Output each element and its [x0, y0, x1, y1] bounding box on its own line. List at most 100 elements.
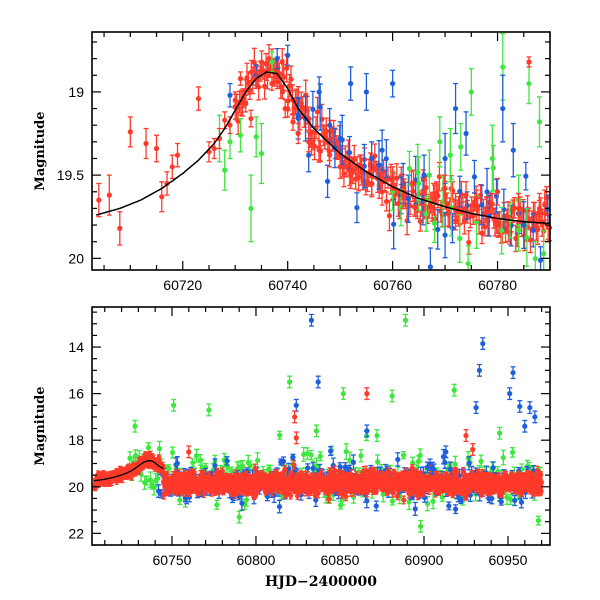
data-point-red [169, 154, 175, 180]
outlier-blue [507, 387, 513, 401]
y-tick-label: 20 [68, 250, 84, 266]
x-tick-label: 60740 [268, 277, 307, 293]
top-data-layer [95, 33, 553, 271]
data-point-green [389, 496, 396, 506]
data-point-red [417, 211, 423, 232]
data-point-red [316, 139, 322, 161]
data-point-blue [463, 111, 469, 156]
data-point-red [274, 74, 280, 90]
data-point-red [279, 84, 286, 100]
data-point-red [353, 168, 359, 190]
data-point-blue [395, 452, 401, 467]
data-point-green [248, 174, 254, 243]
data-point-blue [276, 499, 283, 514]
outlier-red [364, 387, 370, 401]
data-point-blue [337, 121, 343, 156]
data-point-green [526, 62, 532, 105]
outlier-green [313, 424, 320, 438]
data-point-blue [471, 159, 478, 194]
data-point-green [277, 430, 283, 440]
data-point-red [211, 137, 217, 160]
data-point-green [156, 440, 163, 457]
data-point-blue [348, 66, 354, 101]
data-point-green [169, 446, 176, 459]
top-y-axis-label: Magnitude [33, 111, 48, 190]
bottom-data-layer [92, 313, 544, 533]
data-point-blue [390, 69, 396, 98]
data-point-red [400, 181, 406, 210]
y-tick-label: 16 [68, 386, 84, 402]
outlier-green [402, 313, 409, 327]
outlier-green [496, 426, 503, 440]
outlier-red [186, 445, 192, 459]
outlier-green [236, 510, 242, 524]
y-tick-label: 20 [68, 479, 84, 495]
data-point-red [542, 189, 548, 221]
data-point-blue [310, 90, 316, 128]
data-point-green [358, 449, 364, 463]
bottom-axis-ticks: 60750 60800 60850 60900 60950 14 16 18 20 22 [68, 307, 550, 568]
data-point-green [426, 149, 432, 201]
data-point-green [458, 122, 464, 171]
outlier-green [374, 429, 380, 443]
data-point-red [237, 71, 244, 86]
data-point-blue [479, 184, 485, 226]
data-point-red [153, 134, 160, 163]
data-point-green [468, 67, 474, 116]
data-point-green [237, 117, 244, 153]
data-point-red [394, 163, 400, 194]
data-point-blue [373, 500, 379, 512]
data-point-red [269, 76, 275, 91]
data-point-blue [412, 501, 418, 516]
model-curve [95, 71, 551, 225]
data-point-red [337, 154, 343, 180]
data-point-red [248, 109, 254, 128]
data-point-blue [290, 453, 296, 461]
x-tick-label: 60750 [153, 552, 192, 568]
data-point-blue [324, 164, 331, 199]
data-point-red [327, 142, 333, 168]
data-point-red [290, 112, 296, 131]
outlier-blue [476, 363, 483, 377]
data-point-red [372, 143, 378, 169]
data-point-blue [427, 247, 433, 270]
outlier-blue [293, 398, 299, 412]
data-point-green [400, 450, 407, 460]
outlier-green [132, 419, 138, 433]
data-point-red [484, 196, 490, 228]
data-point-green [190, 458, 196, 468]
outlier-blue [517, 399, 523, 413]
data-point-red [314, 96, 321, 128]
data-point-blue [452, 504, 459, 515]
data-point-blue [379, 129, 385, 171]
data-point-red [106, 174, 112, 216]
x-tick-label: 60950 [489, 552, 528, 568]
data-point-red [379, 177, 385, 206]
top-axis-ticks: 60720 60740 60760 60780 19 19.5 20 [57, 32, 551, 293]
data-point-green [500, 449, 506, 466]
y-tick-label: 22 [68, 525, 84, 541]
data-point-red [127, 116, 133, 148]
data-point-red [206, 141, 212, 163]
y-tick-label: 18 [68, 432, 84, 448]
outlier-green [286, 375, 293, 389]
data-point-blue [274, 47, 280, 70]
data-point-red [431, 184, 438, 216]
data-point-green [437, 116, 443, 168]
data-point-green [535, 515, 542, 526]
data-point-red [195, 86, 202, 111]
data-point-red [526, 56, 532, 68]
data-point-red [515, 192, 522, 225]
outlier-green [206, 403, 212, 417]
data-point-green [166, 464, 172, 473]
data-point-green [524, 207, 530, 267]
data-point-red [306, 131, 312, 153]
outlier-blue [473, 401, 479, 415]
data-point-green [532, 240, 538, 270]
outlier-green [340, 387, 346, 401]
data-point-blue [316, 76, 322, 108]
data-point-green [490, 144, 496, 191]
outlier-red [470, 443, 476, 456]
data-point-blue [510, 122, 516, 178]
data-point-red [373, 488, 379, 495]
